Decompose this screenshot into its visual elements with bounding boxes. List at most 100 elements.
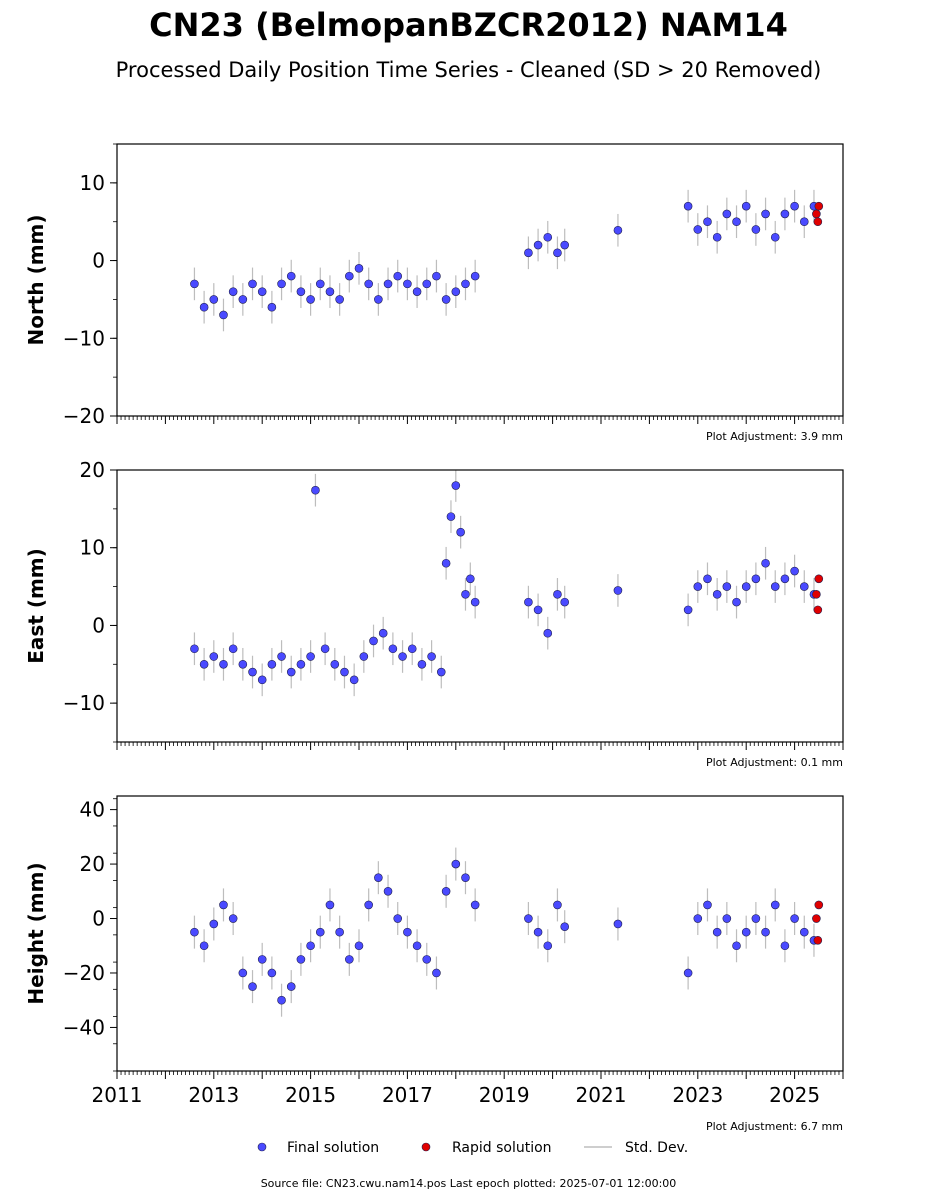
- final-point: [451, 481, 461, 490]
- y-tick-label: 10: [80, 171, 105, 195]
- final-point: [398, 652, 407, 661]
- final-point: [613, 586, 623, 595]
- final-point: [277, 652, 286, 661]
- y-tick-label: 10: [80, 536, 105, 560]
- final-point: [267, 968, 277, 978]
- final-point: [732, 941, 741, 951]
- final-point: [306, 652, 315, 661]
- rapid-point: [813, 605, 823, 615]
- final-point: [441, 886, 451, 896]
- final-point: [248, 667, 257, 677]
- y-tick-label: 20: [80, 852, 105, 876]
- final-point: [219, 310, 228, 320]
- rapid-point: [813, 217, 823, 227]
- final-point: [412, 287, 422, 296]
- final-point: [277, 995, 286, 1005]
- final-point: [436, 667, 446, 677]
- final-point: [761, 558, 770, 568]
- final-point: [524, 597, 533, 607]
- final-point: [228, 914, 238, 923]
- final-point: [560, 240, 570, 250]
- final-point: [432, 271, 441, 281]
- final-point: [354, 941, 364, 951]
- final-point: [533, 927, 543, 937]
- x-tick-label: 2015: [285, 1083, 336, 1107]
- final-point: [703, 574, 712, 584]
- final-point: [683, 201, 693, 211]
- final-point: [543, 941, 553, 951]
- final-point: [219, 659, 228, 669]
- final-point: [553, 900, 562, 910]
- y-tick-label: 0: [92, 613, 105, 637]
- final-point: [359, 652, 369, 661]
- final-point: [470, 597, 480, 607]
- final-point: [199, 659, 209, 669]
- final-point: [296, 287, 306, 296]
- plot-adjustment-note: Plot Adjustment: 3.9 mm: [706, 430, 843, 443]
- final-point: [770, 900, 780, 910]
- final-point: [238, 659, 248, 669]
- final-point: [461, 873, 470, 882]
- final-point: [441, 295, 451, 304]
- final-point: [451, 859, 461, 869]
- final-point: [248, 279, 257, 289]
- final-point: [441, 558, 451, 568]
- final-point: [315, 927, 325, 937]
- x-tick-label: 2023: [672, 1083, 723, 1107]
- final-point: [422, 279, 432, 289]
- final-point: [560, 922, 570, 931]
- final-point: [306, 295, 315, 304]
- y-tick-label: −20: [63, 404, 105, 428]
- final-point: [790, 201, 799, 211]
- legend: Final solution Rapid solution Std. Dev.: [257, 1140, 688, 1156]
- final-point: [703, 217, 712, 227]
- final-point: [722, 582, 732, 591]
- final-point: [790, 914, 799, 923]
- final-point: [770, 232, 780, 242]
- final-point: [330, 659, 340, 669]
- final-point: [369, 636, 378, 646]
- y-tick-label: −40: [63, 1015, 105, 1039]
- final-point: [248, 982, 257, 991]
- final-point: [427, 652, 436, 661]
- final-point: [296, 659, 306, 669]
- final-point: [345, 955, 354, 964]
- final-point: [228, 644, 238, 654]
- final-point: [190, 279, 199, 289]
- rapid-point: [812, 209, 821, 219]
- rapid-point: [814, 574, 824, 584]
- final-point: [451, 287, 461, 296]
- final-point: [613, 919, 623, 929]
- panel-height: −40 −20 0 20 40 2011 2013 2015 2017 2019 2021 2023 2…: [24, 795, 844, 1133]
- final-point: [722, 914, 732, 923]
- panel-north: −20 −10 0 10 North (mm) Plot Adjustment: 3.9 …: [24, 143, 844, 443]
- plot-frame: [116, 795, 844, 1072]
- final-point: [354, 264, 364, 273]
- final-point: [732, 217, 741, 227]
- panel-east: −10 0 10 20 East (mm) Plot Adjustment: 0.1 mm: [24, 458, 844, 769]
- final-point: [209, 919, 219, 929]
- final-point: [311, 485, 320, 495]
- final-point: [407, 644, 417, 654]
- final-point: [364, 900, 373, 910]
- plot-area: [190, 847, 824, 1017]
- final-point: [712, 232, 722, 242]
- final-point: [412, 941, 422, 951]
- legend-rapid-marker: [421, 1142, 431, 1152]
- final-point: [751, 225, 761, 234]
- final-point: [470, 271, 480, 281]
- x-tick-label: 2019: [479, 1083, 530, 1107]
- final-point: [770, 582, 780, 591]
- final-point: [190, 644, 199, 654]
- final-point: [524, 248, 533, 258]
- final-point: [751, 914, 761, 923]
- final-point: [693, 582, 703, 591]
- final-point: [277, 279, 286, 289]
- y-tick-label: −20: [63, 961, 105, 985]
- rapid-point: [812, 914, 821, 923]
- final-point: [378, 628, 388, 638]
- final-point: [560, 597, 570, 607]
- final-point: [306, 941, 315, 951]
- final-point: [219, 900, 228, 910]
